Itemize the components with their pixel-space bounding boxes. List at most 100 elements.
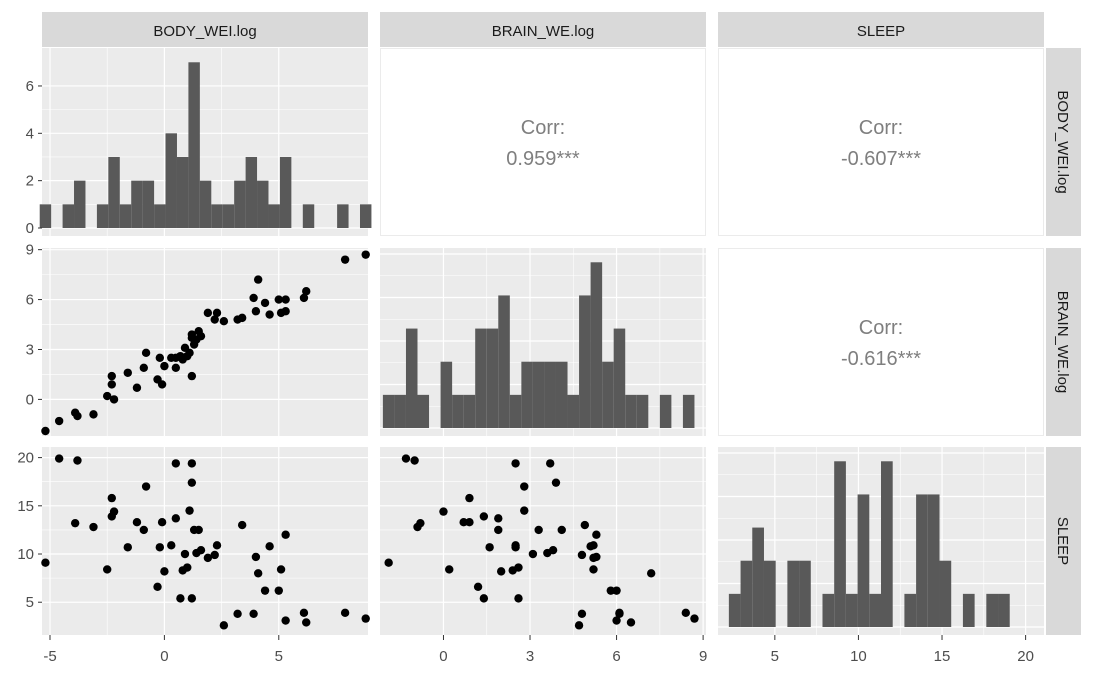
column-strip-label: SLEEP xyxy=(857,23,905,40)
scatter-point xyxy=(187,594,197,603)
scatter-point xyxy=(384,558,393,567)
scatter-point xyxy=(123,543,132,552)
scatter-point xyxy=(615,608,624,618)
histogram-bar xyxy=(142,180,155,228)
scatter-point xyxy=(253,275,263,284)
scatter-point xyxy=(171,459,181,468)
panel-bg xyxy=(42,248,368,436)
panel-1-2: Corr: 0.959*** xyxy=(380,48,706,236)
histogram-bar xyxy=(39,204,52,228)
scatter-point xyxy=(212,541,222,550)
corr-panel-bg xyxy=(380,48,706,236)
scatter-point xyxy=(496,567,506,576)
y-tick-label: 6 xyxy=(26,78,34,95)
scatter-point xyxy=(155,543,165,552)
scatter-point xyxy=(361,614,370,623)
scatter-point xyxy=(626,618,636,627)
histogram-bar xyxy=(927,494,940,627)
histogram-bar xyxy=(119,204,132,228)
panel-2-1 xyxy=(41,248,370,436)
corr-panel-bg xyxy=(718,248,1044,436)
scatter-point xyxy=(612,586,621,595)
row-strip-label: BRAIN_WE.log xyxy=(1054,291,1071,394)
scatter-point xyxy=(401,454,411,463)
column-strip-bg xyxy=(718,12,1044,47)
scatter-point xyxy=(299,608,309,618)
histogram-bar xyxy=(763,560,776,627)
scatter-point xyxy=(251,552,261,562)
panel-2-3: Corr: -0.616*** xyxy=(718,248,1044,436)
panel-1-1 xyxy=(39,48,372,236)
scatter-point xyxy=(157,518,167,527)
row-strip-label: BODY_WEI.log xyxy=(1054,90,1071,193)
scatter-point xyxy=(551,478,561,487)
gridlines xyxy=(42,248,368,436)
histogram-bar xyxy=(359,204,372,228)
scatter-point xyxy=(203,553,213,563)
x-tick-label: 0 xyxy=(439,648,447,665)
corr-label: Corr: xyxy=(859,117,903,139)
column-strip-label: BRAIN_WE.log xyxy=(492,23,595,40)
corr-value: -0.616*** xyxy=(841,348,921,370)
scatter-point xyxy=(534,525,543,535)
histogram-bar xyxy=(302,204,315,228)
histogram-bar xyxy=(728,593,741,627)
y-tick-label: 15 xyxy=(17,498,34,515)
scatter-point xyxy=(187,459,197,468)
histogram-bar xyxy=(567,394,580,428)
scatter-point xyxy=(281,307,290,316)
scatter-point xyxy=(281,295,290,304)
histogram-bar xyxy=(498,295,510,428)
scatter-point xyxy=(176,594,185,603)
scatter-point xyxy=(141,482,151,491)
scatter-point xyxy=(265,310,274,319)
histogram-bar xyxy=(509,394,522,428)
histogram-bar xyxy=(279,156,292,228)
panel-bg xyxy=(380,447,706,635)
histogram-bar xyxy=(869,593,881,627)
histogram-bar xyxy=(602,361,614,428)
scatter-point xyxy=(157,380,167,389)
histogram-bar xyxy=(394,394,406,428)
scatter-point xyxy=(520,482,529,491)
scatter-point xyxy=(139,363,149,372)
scatter-point xyxy=(180,549,190,559)
scatter-point xyxy=(494,514,503,523)
scatter-point xyxy=(210,550,219,560)
column-strip-bg xyxy=(380,12,706,47)
histogram-bar xyxy=(740,560,753,627)
scatter-point xyxy=(153,582,162,591)
x-tick-label: 5 xyxy=(275,648,283,665)
histogram-bar xyxy=(475,328,487,428)
scatter-point xyxy=(249,609,258,618)
x-tick-label: -5 xyxy=(43,648,56,665)
corr-label: Corr: xyxy=(521,117,565,139)
row-strip-bg xyxy=(1046,248,1081,436)
scatter-point xyxy=(511,541,520,550)
scatter-point xyxy=(577,550,587,560)
x-tick-label: 20 xyxy=(1017,648,1034,665)
histogram-bar xyxy=(682,394,695,428)
scatter-point xyxy=(574,621,584,630)
histogram-bar xyxy=(165,133,177,228)
panel-3-1 xyxy=(41,447,370,635)
scatter-point xyxy=(167,541,176,550)
histogram-bar xyxy=(211,204,223,228)
scatter-point xyxy=(274,295,283,304)
histogram-bar xyxy=(822,593,835,627)
strips-layer: BODY_WEI.log BRAIN_WE.log SLEEP BODY_WEI… xyxy=(42,12,1081,635)
scatter-point xyxy=(54,454,64,463)
scatter-point xyxy=(196,331,206,341)
scatter-point xyxy=(592,530,601,539)
y-tick-label: 2 xyxy=(26,173,34,190)
scatter-point xyxy=(203,308,213,318)
panel-3-2 xyxy=(380,447,706,635)
scatter-point xyxy=(690,614,699,623)
histogram-bar xyxy=(916,494,928,627)
histogram-bar xyxy=(613,328,626,428)
histogram-bar xyxy=(268,204,280,228)
scatter-point xyxy=(511,459,520,468)
x-tick-label: 3 xyxy=(526,648,534,665)
histogram-bar xyxy=(532,361,545,428)
panel-1-3: Corr: -0.607*** xyxy=(718,48,1044,236)
